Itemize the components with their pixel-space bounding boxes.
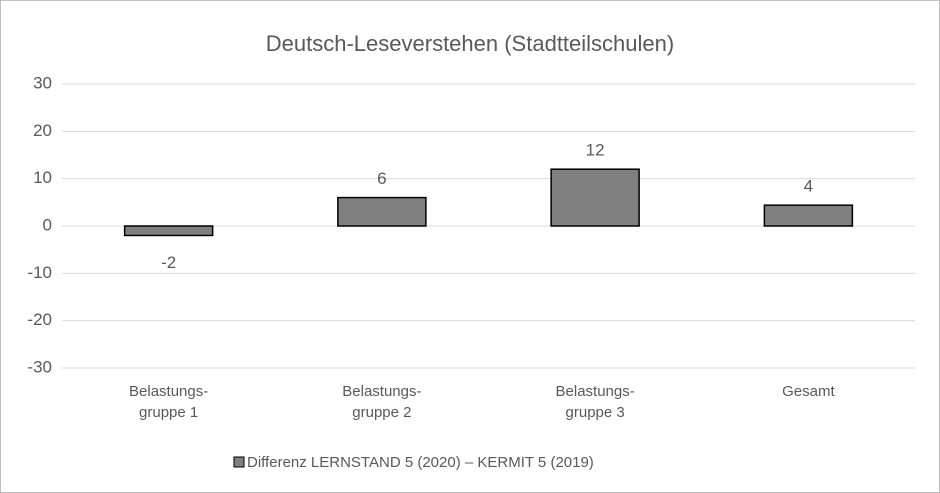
x-tick-line: Belastungs- <box>129 383 208 400</box>
x-tick-line: Belastungs- <box>342 383 421 400</box>
chart-title: Deutsch-Leseverstehen (Stadtteilschulen) <box>266 31 674 56</box>
x-tick-line: Belastungs- <box>556 383 635 400</box>
y-tick-label: 0 <box>43 215 52 234</box>
y-tick-label: -10 <box>27 263 52 282</box>
data-label: 6 <box>377 169 386 188</box>
x-tick-line: gruppe 1 <box>139 404 198 421</box>
y-tick-label: 20 <box>33 121 52 140</box>
y-tick-label: 10 <box>33 168 52 187</box>
data-label: 12 <box>586 141 605 160</box>
bar <box>123 225 214 237</box>
bar <box>337 196 427 227</box>
x-tick-label: Belastungs-gruppe 2 <box>342 383 421 421</box>
x-tick-line: gruppe 2 <box>352 404 411 421</box>
x-tick-line: Gesamt <box>782 383 835 400</box>
x-tick-label: Belastungs-gruppe 1 <box>129 383 208 421</box>
legend-swatch <box>233 456 245 468</box>
bar <box>763 204 854 227</box>
x-tick-label: Belastungs-gruppe 3 <box>556 383 635 421</box>
y-tick-label: -20 <box>27 310 52 329</box>
x-tick-line: gruppe 3 <box>566 404 625 421</box>
x-tick-label: Gesamt <box>782 383 835 400</box>
y-tick-label: -30 <box>27 357 52 376</box>
legend-label: Differenz LERNSTAND 5 (2020) – KERMIT 5 … <box>247 454 594 471</box>
bar <box>550 168 640 227</box>
data-label: 4 <box>804 177 813 196</box>
y-tick-label: 30 <box>33 73 52 92</box>
data-label: -2 <box>161 253 176 272</box>
